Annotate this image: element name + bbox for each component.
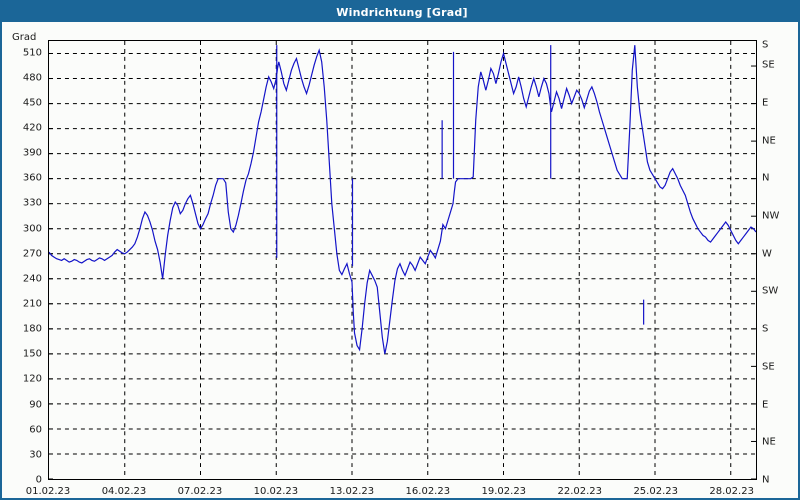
y-axis-left-tick-label: 60 xyxy=(29,424,42,436)
y-axis-left-tick-label: 480 xyxy=(22,72,42,84)
y-axis-left-tick-label: 360 xyxy=(22,172,42,184)
y-axis-left-tick-label: 30 xyxy=(29,449,42,461)
y-axis-right-tick-label: NW xyxy=(762,210,780,222)
y-axis-right-tick-label: NE xyxy=(762,436,776,448)
y-axis-left-tick-label: 90 xyxy=(29,399,42,411)
data-line-windrichtung xyxy=(49,45,756,354)
y-axis-left-tick-label: 390 xyxy=(22,147,42,159)
y-axis-left-tick-label: 150 xyxy=(22,348,42,360)
y-axis-left-tick-label: 420 xyxy=(22,122,42,134)
y-axis-left-tick-label: 210 xyxy=(22,298,42,310)
y-axis-unit-label: Grad xyxy=(12,32,37,43)
y-axis-right-top-label: S xyxy=(762,39,769,51)
x-axis-tick-label: 25.02.23 xyxy=(633,486,678,497)
x-axis-tick-label: 07.02.23 xyxy=(177,486,223,497)
y-axis-right-tick-label: N xyxy=(762,172,770,184)
y-axis-right-tick-label: E xyxy=(762,97,769,109)
y-axis-right-tick-label: W xyxy=(762,248,772,260)
y-axis-left-tick-label: 240 xyxy=(22,273,42,285)
x-axis-tick-label: 28.02.23 xyxy=(709,486,754,497)
y-axis-right-tick-label: S xyxy=(762,323,769,335)
window-title: Windrichtung [Grad] xyxy=(336,5,468,19)
x-axis-tick-label: 22.02.23 xyxy=(557,486,603,497)
x-axis-tick-label: 10.02.23 xyxy=(253,486,299,497)
y-axis-right-tick-label: SW xyxy=(762,285,779,297)
plot-area xyxy=(48,40,757,480)
y-axis-left-tick-label: 120 xyxy=(22,373,42,385)
y-axis-right-tick-label: E xyxy=(762,399,769,411)
x-axis-tick-label: 19.02.23 xyxy=(481,486,527,497)
chart-svg xyxy=(49,41,756,479)
y-axis-left-tick-label: 330 xyxy=(22,197,42,209)
x-axis-tick-label: 13.02.23 xyxy=(329,486,375,497)
x-axis-tick-label: 16.02.23 xyxy=(405,486,451,497)
y-axis-left-tick-label: 300 xyxy=(22,223,42,235)
axis-tickmarks xyxy=(49,53,756,479)
y-axis-right-tick-label: SE xyxy=(762,361,775,373)
x-axis-tick-label: 01.02.23 xyxy=(25,486,71,497)
y-axis-right-tick-label: NE xyxy=(762,135,776,147)
chart-area: Grad 0 30 60 90 120 150 180 210 240 270 300 330 360 3… xyxy=(2,22,798,498)
y-axis-right-tick-label: N xyxy=(762,474,770,486)
y-axis-left-tick-label: 180 xyxy=(22,323,42,335)
y-axis-left-tick-label: 270 xyxy=(22,248,42,260)
window-title-bar: Windrichtung [Grad] xyxy=(2,2,798,22)
gridlines xyxy=(49,41,756,479)
y-axis-left-tick-label: 450 xyxy=(22,97,42,109)
y-axis-left-tick-label: 510 xyxy=(22,47,42,59)
y-axis-left-tick-label: 0 xyxy=(35,474,42,486)
y-axis-right-tick-label: SE xyxy=(762,59,775,71)
x-axis-tick-label: 04.02.23 xyxy=(101,486,147,497)
